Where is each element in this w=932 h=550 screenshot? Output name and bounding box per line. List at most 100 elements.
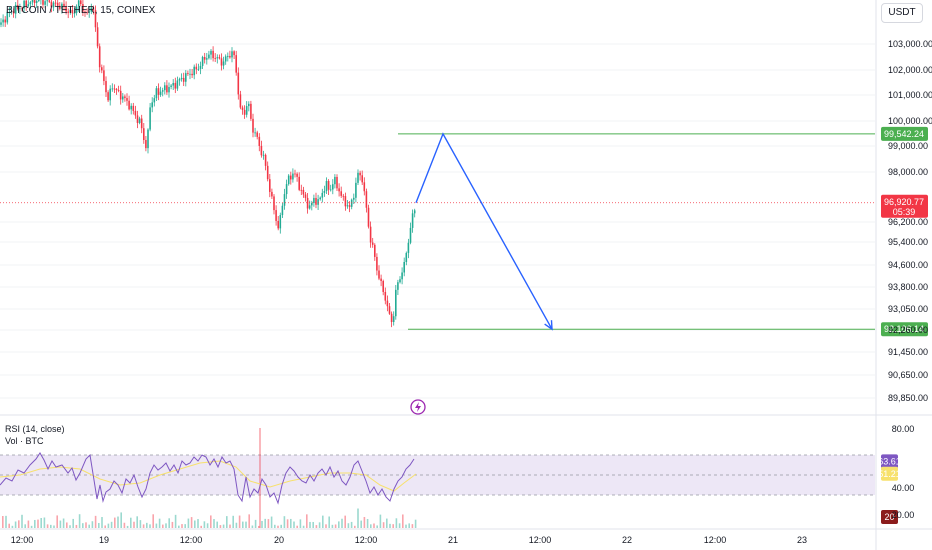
candle-body bbox=[338, 188, 340, 192]
volume-bar bbox=[98, 522, 100, 528]
volume-indicator-label[interactable]: Vol · BTC bbox=[5, 436, 44, 446]
projection-path bbox=[415, 132, 553, 330]
volume-bar bbox=[181, 524, 183, 528]
volume-bar bbox=[376, 525, 378, 528]
volume-bar bbox=[219, 525, 222, 528]
candle-body bbox=[187, 73, 189, 74]
volume-bar bbox=[402, 514, 404, 528]
candle-body bbox=[2, 19, 4, 23]
volume-bar bbox=[267, 519, 270, 528]
rsi-value-label: 63.61 bbox=[878, 456, 901, 466]
candle-body bbox=[98, 46, 101, 68]
candle-body bbox=[172, 82, 174, 86]
candle-body bbox=[4, 19, 6, 23]
candle-body bbox=[365, 191, 368, 208]
candle-body bbox=[231, 51, 233, 58]
volume-bar bbox=[8, 523, 10, 528]
candle-body bbox=[306, 197, 309, 209]
lightning-icon[interactable] bbox=[410, 399, 426, 415]
candle-body bbox=[182, 77, 185, 82]
candle-body bbox=[115, 89, 118, 90]
price-tick-label: 93,050.00 bbox=[888, 304, 928, 314]
volume-bar bbox=[238, 515, 241, 528]
candle-body bbox=[111, 88, 114, 90]
candle-body bbox=[155, 88, 158, 99]
candle-body bbox=[33, 0, 36, 3]
candle-body bbox=[153, 98, 156, 103]
volume-bar bbox=[344, 515, 346, 528]
volume-bar bbox=[123, 522, 126, 528]
price-tick-label: 89,850.00 bbox=[888, 393, 928, 403]
volume-bar bbox=[306, 514, 308, 528]
volume-bar bbox=[2, 516, 4, 528]
volume-bar bbox=[206, 523, 209, 528]
volume-bar bbox=[232, 515, 234, 528]
volume-bar bbox=[258, 525, 260, 528]
candle-body bbox=[361, 175, 363, 183]
candle-body bbox=[313, 197, 315, 204]
candle-body bbox=[336, 176, 338, 189]
candle-body bbox=[170, 85, 172, 88]
candle-body bbox=[254, 132, 256, 134]
candle-body bbox=[250, 103, 252, 119]
volume-bar bbox=[328, 516, 330, 528]
candle-body bbox=[384, 291, 387, 301]
candle-body bbox=[279, 215, 282, 229]
volume-bar bbox=[277, 525, 279, 528]
candle-body bbox=[128, 100, 130, 110]
candle-body bbox=[243, 109, 246, 115]
rsi-indicator-label[interactable]: RSI (14, close) bbox=[5, 424, 65, 434]
rsi-tick-label: 40.00 bbox=[892, 483, 915, 493]
volume-bar bbox=[398, 523, 401, 528]
candle-body bbox=[107, 92, 109, 101]
candle-body bbox=[206, 58, 208, 60]
currency-button[interactable]: USDT bbox=[881, 3, 923, 23]
candle-body bbox=[302, 189, 305, 195]
candle-body bbox=[380, 278, 382, 281]
price-tick-label: 90,650.00 bbox=[888, 370, 928, 380]
rsi-panel[interactable]: 63.61 51.21 20 bbox=[0, 428, 901, 528]
candle-body bbox=[285, 184, 288, 195]
volume-bar bbox=[379, 514, 382, 528]
candle-body bbox=[319, 197, 321, 200]
volume-bar bbox=[363, 516, 366, 528]
volume-bar bbox=[62, 518, 65, 528]
volume-bar bbox=[149, 524, 151, 528]
volume-bar bbox=[200, 525, 202, 528]
volume-bar bbox=[245, 521, 247, 528]
volume-bar bbox=[117, 516, 119, 528]
candle-body bbox=[31, 0, 34, 3]
candle-body bbox=[369, 226, 372, 243]
last-price-tag bbox=[881, 194, 928, 218]
volume-bar bbox=[373, 523, 375, 528]
projection-arrowhead bbox=[544, 320, 553, 331]
candle-body bbox=[185, 73, 187, 82]
candle-body bbox=[161, 90, 164, 92]
price-tick-label: 91,450.00 bbox=[888, 347, 928, 357]
candle-body bbox=[195, 66, 198, 70]
candle-body bbox=[17, 4, 19, 9]
volume-bar bbox=[370, 524, 372, 528]
candle-body bbox=[69, 9, 72, 13]
candle-body bbox=[52, 2, 55, 8]
volume-bar bbox=[194, 520, 196, 528]
volume-bar bbox=[302, 525, 305, 528]
volume-bar bbox=[30, 525, 33, 528]
candle-body bbox=[122, 96, 124, 100]
candle-body bbox=[411, 213, 414, 228]
volume-bar bbox=[286, 519, 289, 528]
time-tick-label: 12:00 bbox=[180, 535, 203, 545]
projection-drawing[interactable] bbox=[415, 132, 553, 331]
candle-body bbox=[67, 11, 69, 13]
candle-body bbox=[157, 88, 160, 95]
symbol-title[interactable]: BITCOIN / TETHER, 15, COINEX bbox=[6, 5, 156, 16]
volume-bar bbox=[203, 521, 206, 528]
candle-body bbox=[61, 3, 63, 9]
volume-bar bbox=[360, 520, 362, 528]
candle-body bbox=[256, 132, 258, 137]
candle-body bbox=[214, 58, 216, 59]
candle-body bbox=[132, 105, 135, 111]
price-tick-label: 93,800.00 bbox=[888, 282, 928, 292]
